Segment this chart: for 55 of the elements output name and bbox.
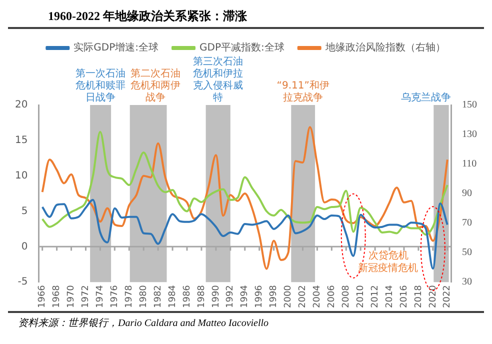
band-label: 乌克兰战争 <box>401 92 451 104</box>
x-tick-label: 2002 <box>298 285 308 308</box>
y-tick-label: -5 <box>18 276 28 288</box>
text: 资料来源：世界银行，Dario Caldara and Matteo Iacoviello <box>8 311 484 330</box>
y2-tick-label: 130 <box>462 129 477 140</box>
legend-label: 地缘政治风险指数（右轴） <box>324 42 446 54</box>
x-tick-label: 2018 <box>414 284 424 308</box>
x-tick-label: 2010 <box>356 284 366 308</box>
x-tick-label: 2000 <box>284 284 294 308</box>
band-label: 第二次石油危机和两伊战争 <box>130 68 181 104</box>
x-tick-label: 1982 <box>153 285 164 308</box>
y-tick-label: 15 <box>14 135 28 146</box>
x-tick-label: 2008 <box>341 284 352 308</box>
x-tick-label: 1992 <box>226 285 236 308</box>
x-tick-label: 1968 <box>52 284 62 308</box>
x-tick-label: 2016 <box>399 284 410 308</box>
x-tick-label: 1978 <box>124 284 134 308</box>
x-tick-label: 1972 <box>81 285 92 308</box>
x-tick-label: 2004 <box>312 284 323 308</box>
y2-tick-label: 30 <box>462 276 472 288</box>
x-tick-label: 1988 <box>196 284 207 308</box>
x-tick-label: 2022 <box>442 285 453 308</box>
x-tick-label: 1980 <box>138 284 149 308</box>
legend-label: 实际GDP增速:全球 <box>74 42 159 54</box>
band-label: 第一次石油危机和赎罪日战争 <box>76 68 126 104</box>
x-tick-label: 2012 <box>370 285 380 308</box>
band-label: 第三次石油危机和伊拉克入侵科威特 <box>193 56 244 104</box>
y-tick-label: 0 <box>21 241 28 252</box>
y2-tick-label: 70 <box>462 218 472 229</box>
chart-title: 1960-2022 年地缘政治关系紧张：滞涨 <box>8 8 484 29</box>
y2-tick-label: 90 <box>462 188 472 200</box>
x-tick-label: 1966 <box>38 284 48 308</box>
x-tick-label: 1986 <box>182 284 192 308</box>
y-tick-label: 10 <box>14 170 28 182</box>
legend-label: GDP平减指数:全球 <box>200 42 284 54</box>
x-tick-label: 2014 <box>384 284 395 308</box>
y-tick-label: 20 <box>14 100 28 111</box>
x-tick-label: 2020 <box>428 284 438 308</box>
x-tick-label: 1990 <box>211 284 222 308</box>
line-series <box>41 130 448 236</box>
x-tick-label: 1996 <box>254 284 265 308</box>
x-tick-label: 1998 <box>269 284 280 308</box>
y2-tick-label: 150 <box>462 100 477 111</box>
x-tick-label: 1984 <box>168 284 178 308</box>
band-label: “9.11”和伊拉克战争 <box>276 80 330 104</box>
y2-tick-label: 110 <box>462 158 477 170</box>
y2-tick-label: 50 <box>462 247 472 258</box>
x-tick-label: 1976 <box>110 284 120 308</box>
x-tick-label: 1970 <box>66 284 77 308</box>
x-tick-label: 1994 <box>240 284 250 308</box>
annotation: 次贷危机 <box>368 249 408 262</box>
x-tick-label: 1974 <box>96 284 106 308</box>
x-tick-label: 2006 <box>327 284 337 308</box>
annotation: 新冠疫情危机 <box>358 262 418 274</box>
y-tick-label: 5 <box>21 206 28 217</box>
